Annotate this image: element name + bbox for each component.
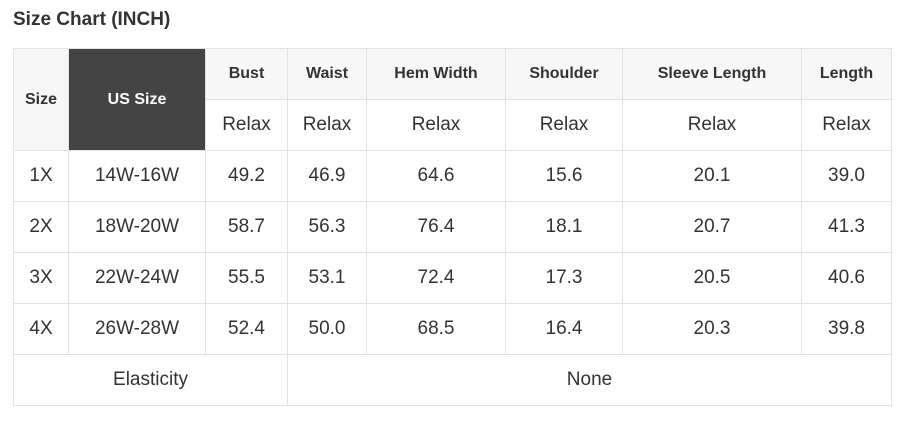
table-cell: 15.6 [505,150,623,202]
table-cell: 58.7 [205,201,288,253]
table-cell: 20.7 [622,201,802,253]
table-cell: 22W-24W [68,252,206,304]
table-cell: 39.8 [801,303,892,355]
table-cell: 39.0 [801,150,892,202]
table-cell: 55.5 [205,252,288,304]
table-cell: 49.2 [205,150,288,202]
table-cell: 50.0 [287,303,367,355]
table-cell: 26W-28W [68,303,206,355]
table-cell: 4X [13,303,69,355]
table-cell: 18W-20W [68,201,206,253]
subheader-cell: Relax [505,99,623,151]
subheader-cell: Relax [287,99,367,151]
header-bust: Bust [205,48,288,100]
subheader-cell: Relax [801,99,892,151]
table-cell: 72.4 [366,252,506,304]
header-row: Size US Size Bust Waist Hem Width Should… [13,48,892,151]
table-row: 3X 22W-24W 55.5 53.1 72.4 17.3 20.5 40.6 [13,252,892,304]
table-cell: 40.6 [801,252,892,304]
table-cell: 20.3 [622,303,802,355]
table-cell: 1X [13,150,69,202]
header-us-size: US Size [68,48,206,151]
subheader-cell: Relax [622,99,802,151]
size-chart-table: Size US Size Bust Waist Hem Width Should… [13,48,892,406]
table-cell: 41.3 [801,201,892,253]
table-cell: 16.4 [505,303,623,355]
table-cell: 52.4 [205,303,288,355]
table-cell: 17.3 [505,252,623,304]
table-cell: 20.5 [622,252,802,304]
table-cell: 2X [13,201,69,253]
table-cell: 76.4 [366,201,506,253]
header-shoulder: Shoulder [505,48,623,100]
table-cell: 18.1 [505,201,623,253]
subheader-cell: Relax [205,99,288,151]
table-row: 2X 18W-20W 58.7 56.3 76.4 18.1 20.7 41.3 [13,201,892,253]
table-cell: 68.5 [366,303,506,355]
table-cell: 46.9 [287,150,367,202]
table-cell: 53.1 [287,252,367,304]
elasticity-label: Elasticity [13,354,288,406]
page-title: Size Chart (INCH) [13,9,171,30]
table-cell: 64.6 [366,150,506,202]
header-size: Size [13,48,69,151]
header-length: Length [801,48,892,100]
table-cell: 3X [13,252,69,304]
table-cell: 56.3 [287,201,367,253]
table-cell: 14W-16W [68,150,206,202]
subheader-cell: Relax [366,99,506,151]
subheader-row: Relax Relax Relax Relax Relax Relax [14,99,892,151]
header-waist: Waist [287,48,367,100]
header-sleeve-length: Sleeve Length [622,48,802,100]
elasticity-row: Elasticity None [13,354,892,406]
table-row: 1X 14W-16W 49.2 46.9 64.6 15.6 20.1 39.0 [13,150,892,202]
table-row: 4X 26W-28W 52.4 50.0 68.5 16.4 20.3 39.8 [13,303,892,355]
elasticity-value: None [287,354,892,406]
header-hem-width: Hem Width [366,48,506,100]
table-cell: 20.1 [622,150,802,202]
